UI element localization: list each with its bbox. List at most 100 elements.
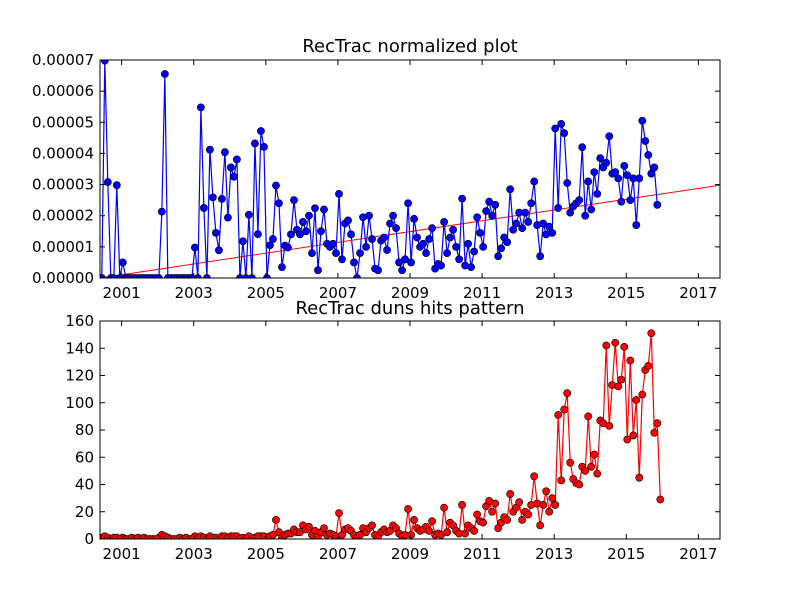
data-point bbox=[647, 329, 656, 338]
data-point bbox=[344, 216, 352, 225]
plot-area-normalized: 2001 2003 2005 2007 2009 2011 2013 2015 2017 0.00… bbox=[32, 51, 721, 302]
y-tick-label: 0.00004 bbox=[32, 144, 94, 162]
data-point bbox=[287, 230, 295, 239]
data-point bbox=[626, 196, 635, 205]
data-point bbox=[524, 510, 533, 519]
data-point bbox=[545, 507, 554, 516]
x-tick-label: 2015 bbox=[607, 284, 645, 302]
data-point bbox=[100, 60, 109, 65]
data-point bbox=[112, 181, 121, 190]
data-point bbox=[160, 70, 169, 78]
plot-area-duns-hits: 2001 2003 2005 2007 2009 2011 2013 2015 2017 0 20 4… bbox=[65, 312, 721, 563]
chart-normalized: RecTrac normalized plot 2001 2003 2005 2007… bbox=[32, 36, 721, 302]
data-point bbox=[199, 204, 208, 212]
data-point bbox=[587, 205, 596, 214]
y-tick-label: 100 bbox=[65, 394, 94, 412]
data-point bbox=[224, 213, 232, 222]
x-tick-label: 2005 bbox=[247, 545, 285, 563]
data-point bbox=[590, 450, 599, 459]
data-point bbox=[284, 243, 292, 252]
y-tick-label: 80 bbox=[75, 421, 94, 439]
data-point bbox=[410, 516, 418, 524]
data-point bbox=[521, 208, 530, 217]
data-point bbox=[632, 396, 641, 404]
data-point bbox=[299, 218, 307, 226]
data-point bbox=[488, 211, 497, 220]
data-point bbox=[491, 499, 500, 508]
data-point bbox=[272, 516, 280, 524]
data-point bbox=[539, 501, 548, 509]
data-point bbox=[650, 163, 659, 172]
data-point bbox=[644, 362, 653, 370]
data-point bbox=[389, 211, 397, 220]
data-point bbox=[350, 258, 358, 267]
data-point bbox=[386, 219, 394, 228]
data-point bbox=[485, 197, 494, 206]
data-point bbox=[581, 211, 590, 220]
series-line-normalized bbox=[101, 60, 658, 278]
data-point bbox=[335, 190, 343, 198]
data-point bbox=[428, 517, 436, 526]
data-point bbox=[611, 338, 620, 347]
data-point bbox=[338, 255, 346, 264]
data-point bbox=[605, 422, 614, 430]
data-point bbox=[407, 531, 415, 539]
data-point bbox=[365, 211, 373, 220]
data-point bbox=[506, 185, 515, 194]
data-point bbox=[650, 428, 659, 437]
data-point bbox=[623, 171, 632, 180]
data-point bbox=[635, 174, 644, 183]
data-point bbox=[425, 526, 433, 535]
data-point bbox=[320, 205, 328, 214]
data-point bbox=[335, 509, 343, 518]
x-tick-label: 2007 bbox=[319, 545, 357, 563]
data-point bbox=[491, 200, 500, 209]
data-point bbox=[638, 390, 647, 399]
data-point bbox=[308, 249, 316, 257]
y-tick-label: 0.00006 bbox=[32, 82, 94, 100]
data-point bbox=[383, 246, 391, 254]
data-point bbox=[458, 501, 467, 509]
data-point bbox=[401, 255, 409, 264]
data-point bbox=[404, 505, 412, 513]
data-point bbox=[452, 242, 461, 251]
data-point bbox=[635, 473, 644, 482]
data-point bbox=[190, 243, 199, 252]
data-point bbox=[512, 219, 521, 228]
chart-title-normalized: RecTrac normalized plot bbox=[302, 36, 517, 57]
data-point bbox=[320, 524, 328, 532]
data-point bbox=[413, 233, 421, 242]
data-layer-normalized bbox=[100, 60, 720, 278]
data-point bbox=[290, 196, 298, 205]
x-tick-label: 2011 bbox=[463, 284, 501, 302]
data-point bbox=[590, 168, 599, 177]
data-point bbox=[230, 172, 238, 181]
data-point bbox=[380, 233, 388, 242]
data-point bbox=[410, 214, 418, 223]
data-point bbox=[233, 155, 241, 164]
data-point bbox=[548, 228, 557, 237]
data-point bbox=[392, 224, 400, 233]
data-point bbox=[455, 255, 464, 264]
data-point bbox=[440, 218, 449, 226]
y-tick-label: 40 bbox=[75, 476, 94, 494]
data-point bbox=[239, 237, 247, 246]
data-point bbox=[632, 221, 641, 229]
data-point bbox=[566, 208, 575, 217]
data-point bbox=[422, 249, 430, 257]
data-point bbox=[587, 462, 596, 471]
data-point bbox=[581, 466, 590, 475]
data-point bbox=[494, 252, 503, 261]
data-point bbox=[584, 177, 593, 186]
data-point bbox=[404, 199, 412, 208]
data-point bbox=[443, 528, 452, 537]
data-point bbox=[614, 174, 623, 183]
data-point bbox=[356, 249, 364, 257]
data-point bbox=[593, 469, 602, 478]
chart-duns-hits: RecTrac duns hits pattern 2001 2003 2005 20… bbox=[65, 298, 721, 563]
data-point bbox=[332, 249, 340, 257]
x-tick-label: 2001 bbox=[103, 284, 141, 302]
data-point bbox=[617, 197, 626, 206]
data-point bbox=[656, 495, 665, 504]
data-layer-duns-hits bbox=[100, 329, 665, 539]
